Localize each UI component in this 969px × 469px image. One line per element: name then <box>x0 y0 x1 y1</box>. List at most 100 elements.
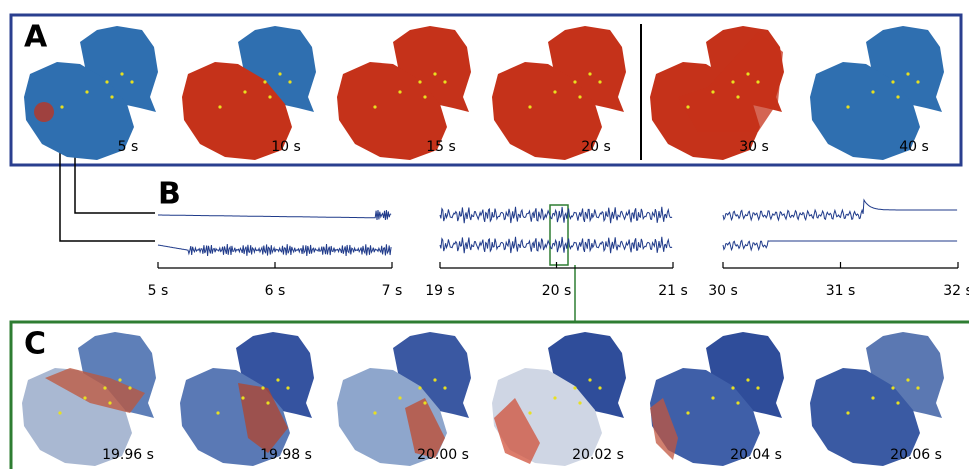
electrode <box>218 105 221 108</box>
time-label: 15 s <box>426 139 456 155</box>
time-label: 20.06 s <box>890 447 942 463</box>
electrode <box>686 105 689 108</box>
time-label: 20 s <box>581 139 611 155</box>
tick-label: 31 s <box>826 283 856 299</box>
time-label: 20.04 s <box>730 447 782 463</box>
electrode <box>286 386 289 389</box>
electrode <box>598 80 601 83</box>
time-label: 20.02 s <box>572 447 624 463</box>
electrode <box>261 386 264 389</box>
electrode <box>443 386 446 389</box>
electrode <box>443 80 446 83</box>
electrode <box>418 80 421 83</box>
electrode <box>846 411 849 414</box>
tick-label: 19 s <box>425 283 455 299</box>
tick-label: 7 s <box>382 283 403 299</box>
electrode <box>268 95 271 98</box>
electrode <box>398 396 401 399</box>
electrode <box>528 411 531 414</box>
tick-label: 30 s <box>708 283 738 299</box>
heart <box>492 332 626 466</box>
electrode <box>83 396 86 399</box>
figure: A B C 5 s10 s15 s20 s30 s40 s19.96 s19.9… <box>0 0 969 469</box>
tick-label: 21 s <box>658 283 688 299</box>
tick-label: 32 s <box>943 283 969 299</box>
electrode <box>573 80 576 83</box>
electrode <box>241 396 244 399</box>
electrode <box>578 401 581 404</box>
electrode <box>278 72 281 75</box>
electrode <box>731 386 734 389</box>
electrode <box>871 90 874 93</box>
electrode <box>118 378 121 381</box>
heart <box>650 332 784 466</box>
tick-label: 5 s <box>148 283 169 299</box>
time-label: 10 s <box>271 139 301 155</box>
trace <box>723 200 957 220</box>
electrode <box>373 105 376 108</box>
electrode <box>398 90 401 93</box>
electrode <box>103 386 106 389</box>
electrode <box>891 80 894 83</box>
electrode <box>433 378 436 381</box>
electrode <box>263 80 266 83</box>
electrode <box>736 401 739 404</box>
electrode <box>871 396 874 399</box>
electrode <box>243 90 246 93</box>
trace <box>440 207 672 223</box>
electrode <box>588 378 591 381</box>
electrode <box>846 105 849 108</box>
electrode <box>578 95 581 98</box>
electrode <box>598 386 601 389</box>
electrode <box>85 90 88 93</box>
electrode <box>373 411 376 414</box>
electrode <box>896 95 899 98</box>
panel-label: B <box>158 177 181 212</box>
electrode <box>711 396 714 399</box>
electrode <box>711 90 714 93</box>
electrode <box>58 411 61 414</box>
electrode <box>266 401 269 404</box>
time-label: 40 s <box>899 139 929 155</box>
electrode <box>588 72 591 75</box>
electrode <box>756 386 759 389</box>
electrode <box>423 401 426 404</box>
electrode <box>130 80 133 83</box>
electrode <box>418 386 421 389</box>
time-label: 5 s <box>118 139 139 155</box>
electrode <box>528 105 531 108</box>
trace <box>440 237 672 253</box>
time-label: 19.96 s <box>102 447 154 463</box>
tick-label: 6 s <box>265 283 286 299</box>
page: A B C 5 s10 s15 s20 s30 s40 s19.96 s19.9… <box>0 0 969 469</box>
tick-label: 20 s <box>542 283 572 299</box>
electrode <box>433 72 436 75</box>
electrode <box>105 80 108 83</box>
electrode <box>120 72 123 75</box>
panel-label: A <box>24 20 48 55</box>
time-label: 30 s <box>739 139 769 155</box>
electrode <box>553 90 556 93</box>
electrode <box>686 411 689 414</box>
electrode <box>746 72 749 75</box>
trace <box>723 241 957 250</box>
time-label: 19.98 s <box>260 447 312 463</box>
electrode <box>906 72 909 75</box>
electrode <box>108 401 111 404</box>
time-label: 20.00 s <box>417 447 469 463</box>
electrode <box>736 95 739 98</box>
electrode <box>276 378 279 381</box>
electrode <box>916 80 919 83</box>
electrode <box>553 396 556 399</box>
trace <box>158 210 391 220</box>
electrode <box>128 386 131 389</box>
heart <box>180 332 314 466</box>
electrode <box>891 386 894 389</box>
electrode <box>746 378 749 381</box>
electrode <box>916 386 919 389</box>
electrode <box>216 411 219 414</box>
electrode <box>60 105 63 108</box>
trace <box>158 244 391 256</box>
heart <box>810 332 944 466</box>
electrode <box>573 386 576 389</box>
